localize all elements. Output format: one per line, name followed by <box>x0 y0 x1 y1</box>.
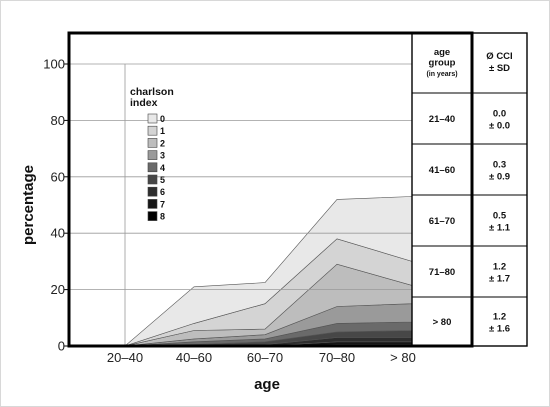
y-tick-label: 40 <box>51 226 65 241</box>
table-cell-mean: 0.0 <box>493 109 506 120</box>
legend-label: 4 <box>160 163 165 173</box>
table-cell-sd: ± 1.7 <box>489 274 510 285</box>
table-cell-sd: ± 0.9 <box>489 172 510 183</box>
table-cell-mean: 0.5 <box>493 211 507 222</box>
stacked-areas <box>124 196 413 347</box>
table-cell-sd: ± 0.0 <box>489 121 510 132</box>
table-cell-sd: ± 1.6 <box>489 324 510 335</box>
table-border <box>411 32 528 347</box>
y-tick-label: 60 <box>51 169 65 184</box>
table-header-unit: (in years) <box>426 71 457 78</box>
legend-swatch-5 <box>147 174 158 185</box>
x-axis-ticks: 20–40 40–60 60–70 70–80 > 80 <box>107 350 416 365</box>
legend-label: 1 <box>160 126 165 136</box>
legend-label: 5 <box>160 175 165 185</box>
y-tick-label: 100 <box>43 57 65 72</box>
legend-title: charlson <box>130 86 174 98</box>
legend-title: index <box>130 97 158 109</box>
table-cell-mean: 0.3 <box>493 160 506 171</box>
table-header-age-group: age <box>434 47 450 58</box>
legend-swatch-1 <box>147 125 158 136</box>
grid-lines <box>69 63 412 346</box>
legend-swatch-3 <box>147 150 158 160</box>
table-cell-sd: ± 1.1 <box>489 223 511 234</box>
table-cell-age-group: 61–70 <box>429 216 455 227</box>
y-axis-ticks: 0 20 40 60 80 100 <box>43 57 69 354</box>
x-tick-label: 70–80 <box>319 350 355 365</box>
y-tick-label: 20 <box>51 282 65 297</box>
legend-swatch-2 <box>147 138 158 148</box>
legend-label: 6 <box>160 187 165 197</box>
legend-label: 7 <box>160 199 165 209</box>
x-tick-label: 60–70 <box>247 350 283 365</box>
table-cell-age-group: 71–80 <box>429 267 455 278</box>
table-header-cci: Ø CCI <box>486 51 512 62</box>
table-cell-mean: 1.2 <box>493 312 506 323</box>
table-cell-age-group: > 80 <box>433 317 452 328</box>
table-cell-mean: 1.2 <box>493 262 506 273</box>
legend-swatch-7 <box>147 199 158 209</box>
y-axis-title: percentage <box>20 165 37 245</box>
table-cell-age-group: 21–40 <box>429 114 455 125</box>
y-tick-label: 0 <box>58 339 65 354</box>
legend-swatch-8 <box>147 211 158 221</box>
legend-swatch-4 <box>147 162 158 173</box>
table-header-age-group: group <box>429 58 456 69</box>
legend-label: 2 <box>160 138 165 148</box>
table-cell-age-group: 41–60 <box>429 165 455 176</box>
y-tick-label: 80 <box>51 113 65 128</box>
x-tick-label: > 80 <box>390 350 416 365</box>
table-header-cci: ± SD <box>489 63 510 74</box>
x-axis-title: age <box>254 376 280 393</box>
x-tick-label: 20–40 <box>107 350 143 365</box>
legend-label: 3 <box>160 151 165 161</box>
legend-swatch-0 <box>147 113 158 124</box>
legend-label: 8 <box>160 212 165 222</box>
legend-label: 0 <box>160 114 165 124</box>
x-tick-label: 40–60 <box>176 350 212 365</box>
plot-border <box>67 31 474 348</box>
legend-swatch-6 <box>147 186 158 197</box>
